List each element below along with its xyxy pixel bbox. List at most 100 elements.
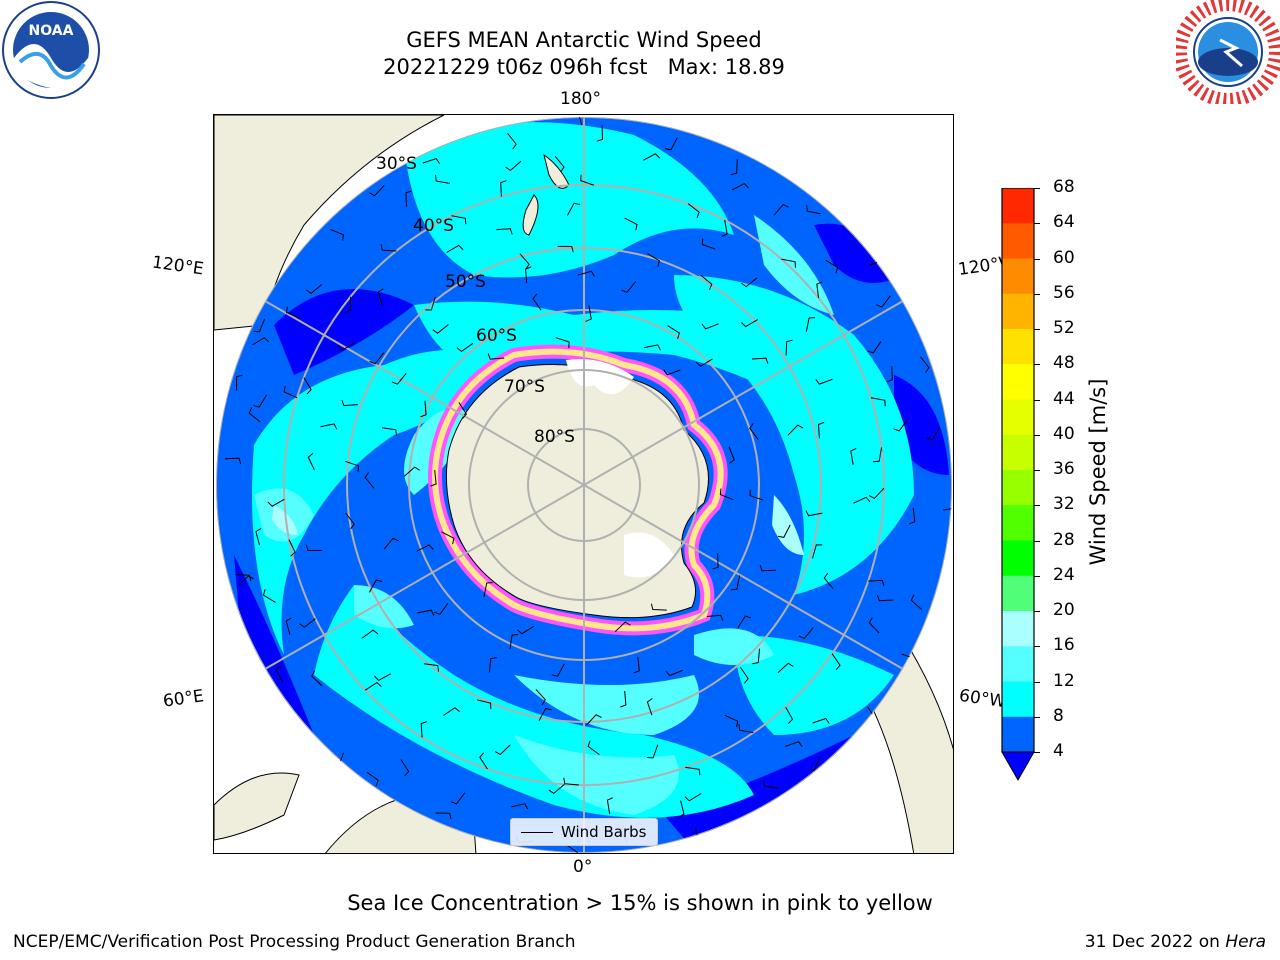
wind-barb — [341, 399, 358, 407]
wind-barb — [450, 792, 466, 805]
wind-barb — [644, 344, 661, 351]
colorbar-tick-label: 24 — [1053, 564, 1075, 585]
wind-barb — [236, 374, 243, 391]
lat-label-80s: 80°S — [534, 427, 575, 447]
wind-barb — [868, 579, 885, 587]
wind-barb — [320, 423, 338, 430]
colorbar-tick-label: 32 — [1053, 494, 1075, 515]
wind-barb — [738, 724, 754, 734]
wind-barb — [345, 512, 355, 530]
wind-barb — [488, 657, 497, 673]
map-legend: Wind Barbs — [510, 818, 658, 846]
colorbar-title: Wind Speed [m/s] — [1086, 378, 1110, 566]
wind-barb — [305, 284, 323, 295]
wind-barb — [585, 305, 592, 322]
wind-fill-max — [272, 495, 804, 555]
wind-barb — [262, 589, 276, 603]
colorbar-bin — [1002, 293, 1034, 330]
wind-barb — [377, 288, 384, 306]
wind-barbs — [224, 117, 952, 853]
wind-barb — [831, 653, 841, 671]
lat-label-30s: 30°S — [376, 154, 417, 174]
chart-subtitle: 20221229 t06z 096h fcst Max: 18.89 — [383, 55, 785, 79]
colorbar-tick-label: 60 — [1053, 247, 1075, 268]
wind-barb — [420, 400, 427, 418]
wind-barb — [267, 498, 285, 507]
wind-barb — [577, 117, 584, 126]
wind-barb — [283, 385, 298, 399]
wind-barb — [739, 666, 749, 684]
wind-barb — [248, 407, 261, 423]
wind-barb — [235, 574, 252, 582]
wind-barb — [752, 648, 760, 665]
wind-barb — [646, 698, 653, 716]
wind-barb — [805, 317, 816, 332]
lat-label-40s: 40°S — [413, 216, 454, 236]
wind-barb — [285, 617, 292, 635]
colorbar-tick-label: 52 — [1053, 318, 1075, 338]
wind-barb — [850, 447, 857, 465]
wind-barb — [509, 634, 519, 650]
wind-barb — [451, 215, 467, 225]
colorbar-tick-mark — [1034, 681, 1040, 683]
wind-barb — [721, 219, 728, 237]
wind-barb — [667, 325, 680, 339]
wind-barb — [383, 537, 399, 550]
colorbar-bin — [1002, 681, 1034, 718]
colorbar-tick-mark — [1034, 223, 1040, 225]
wind-barb — [361, 629, 379, 639]
wind-barb — [868, 617, 880, 634]
wind-barb — [252, 337, 270, 346]
colorbar — [1001, 188, 1035, 782]
wind-barb — [787, 424, 804, 436]
wind-barb — [614, 621, 631, 633]
wind-barb — [701, 323, 719, 330]
wind-barb — [532, 293, 542, 311]
wind-barb — [920, 356, 930, 373]
wind-barb — [435, 812, 452, 820]
wind-barb — [873, 447, 883, 463]
wind-barb — [563, 777, 579, 786]
wind-barb — [551, 663, 565, 677]
wind-barb — [712, 553, 719, 570]
wind-barb — [422, 158, 441, 164]
footer-date-text: 31 Dec 2022 on — [1084, 932, 1226, 952]
wind-barb — [805, 510, 823, 517]
wind-barb — [624, 217, 638, 231]
wind-barb — [374, 673, 392, 682]
wind-barb — [303, 377, 312, 395]
wind-barb — [728, 446, 735, 464]
wind-barb — [684, 793, 702, 802]
wind-barb — [432, 324, 449, 334]
wind-barb — [596, 125, 604, 142]
colorbar-bin — [1002, 505, 1034, 541]
wind-barb — [507, 132, 517, 150]
sea-ice-caption: Sea Ice Concentration > 15% is shown in … — [347, 891, 933, 915]
wind-barb — [430, 470, 437, 487]
wind-barb — [456, 342, 474, 353]
colorbar-tick-label: 36 — [1053, 459, 1075, 479]
noaa-logo: NOAA — [2, 1, 100, 99]
wind-barb — [565, 844, 578, 853]
colorbar-tick-label: 56 — [1053, 282, 1075, 303]
colorbar-tick-label: 40 — [1053, 423, 1075, 444]
wind-barb — [381, 427, 397, 436]
wind-barb — [943, 507, 952, 514]
colorbar-bin — [1002, 540, 1034, 577]
wind-barb — [555, 337, 570, 349]
wind-barb — [435, 175, 451, 184]
wind-barb — [305, 544, 323, 552]
wind-barb — [311, 670, 323, 687]
wind-barb — [741, 277, 758, 288]
colorbar-tick-mark — [1034, 188, 1040, 189]
wind-barb — [763, 780, 779, 789]
wind-barb — [868, 487, 885, 500]
wind-barb — [785, 339, 793, 356]
colorbar-tick-mark — [1034, 575, 1040, 577]
wind-barb — [479, 752, 488, 770]
wind-barb — [650, 603, 667, 611]
wind-barb — [554, 155, 565, 173]
sea-ice-ring — [428, 344, 728, 636]
wind-barb — [487, 353, 505, 360]
lon-label-120e: 120°E — [150, 252, 205, 280]
